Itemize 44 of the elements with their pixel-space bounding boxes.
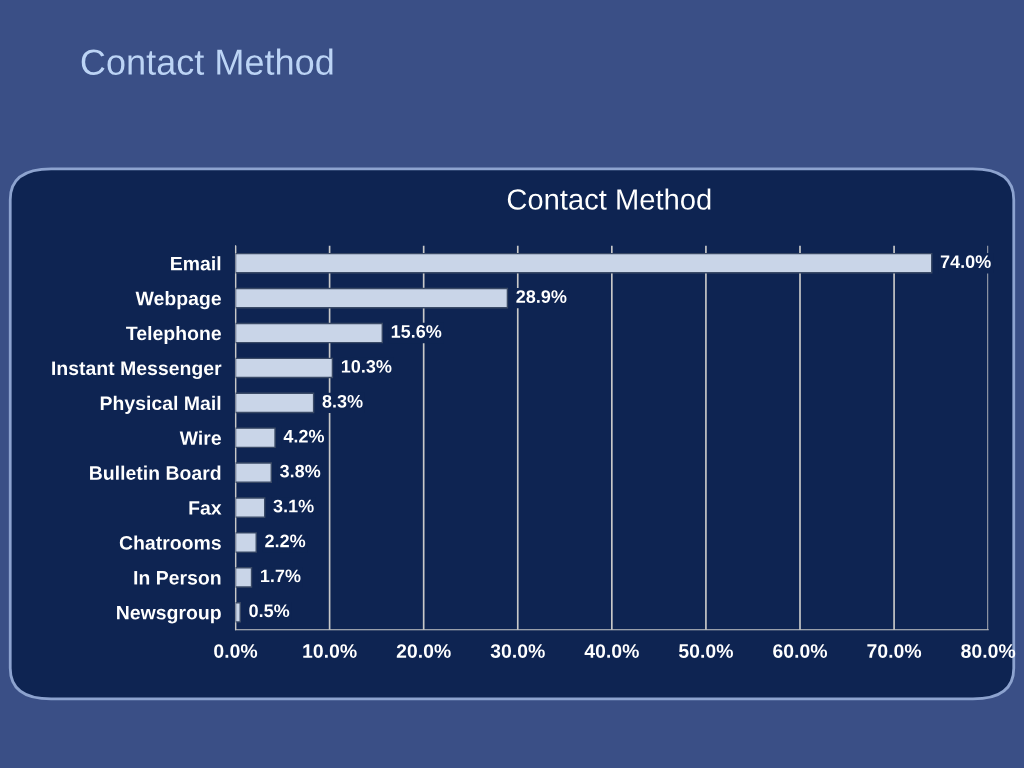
bar: [235, 252, 933, 274]
y-tick-label: In Person: [134, 571, 221, 585]
chart-title: Contact Method: [81, 48, 333, 75]
bar: [235, 602, 241, 623]
x-tick-label: 20.0%: [396, 644, 451, 658]
y-tick-label: Webpage: [135, 291, 221, 310]
x-tick-label: 70.0%: [867, 644, 922, 658]
data-label: 1.7%: [260, 569, 301, 583]
x-tick-label: 40.0%: [584, 644, 639, 658]
y-tick-label: Email: [171, 256, 221, 271]
bar: [235, 357, 334, 379]
y-tick-label: Chatrooms: [119, 535, 221, 550]
data-label: 3.8%: [280, 464, 321, 478]
data-label: 8.3%: [322, 394, 363, 408]
data-label: 74.0%: [940, 255, 991, 269]
y-tick-label: Physical Mail: [100, 395, 221, 414]
y-tick-label: Instant Messenger: [52, 361, 222, 380]
data-label: 28.9%: [516, 290, 567, 303]
data-label: 15.6%: [391, 325, 442, 338]
data-label: 0.5%: [249, 604, 290, 618]
data-label: 4.2%: [283, 429, 325, 443]
y-tick-label: Bulletin Board: [90, 465, 221, 480]
data-label: 2.2%: [265, 534, 306, 548]
bar: [235, 322, 383, 344]
bar: [235, 532, 257, 553]
y-tick-label: Telephone: [126, 325, 221, 345]
chart-subtitle: Contact Method: [507, 188, 711, 210]
x-tick-label: 80.0%: [961, 644, 1016, 658]
bar: [235, 497, 266, 518]
y-tick-label: Fax: [189, 501, 222, 515]
bar: [235, 567, 253, 588]
bar: [235, 287, 509, 309]
data-label: 10.3%: [341, 360, 392, 373]
y-tick-label: Newsgroup: [117, 605, 221, 624]
bar: [235, 427, 276, 449]
y-tick-label: Wire: [179, 430, 221, 445]
x-tick-label: 10.0%: [303, 644, 357, 658]
data-label: 3.1%: [273, 499, 314, 513]
x-tick-label: 50.0%: [678, 644, 733, 658]
x-tick-label: 60.0%: [773, 644, 828, 658]
x-tick-label: 0.0%: [214, 644, 258, 658]
x-tick-label: 30.0%: [490, 644, 545, 658]
bar: [235, 392, 315, 414]
bar: [235, 462, 272, 483]
